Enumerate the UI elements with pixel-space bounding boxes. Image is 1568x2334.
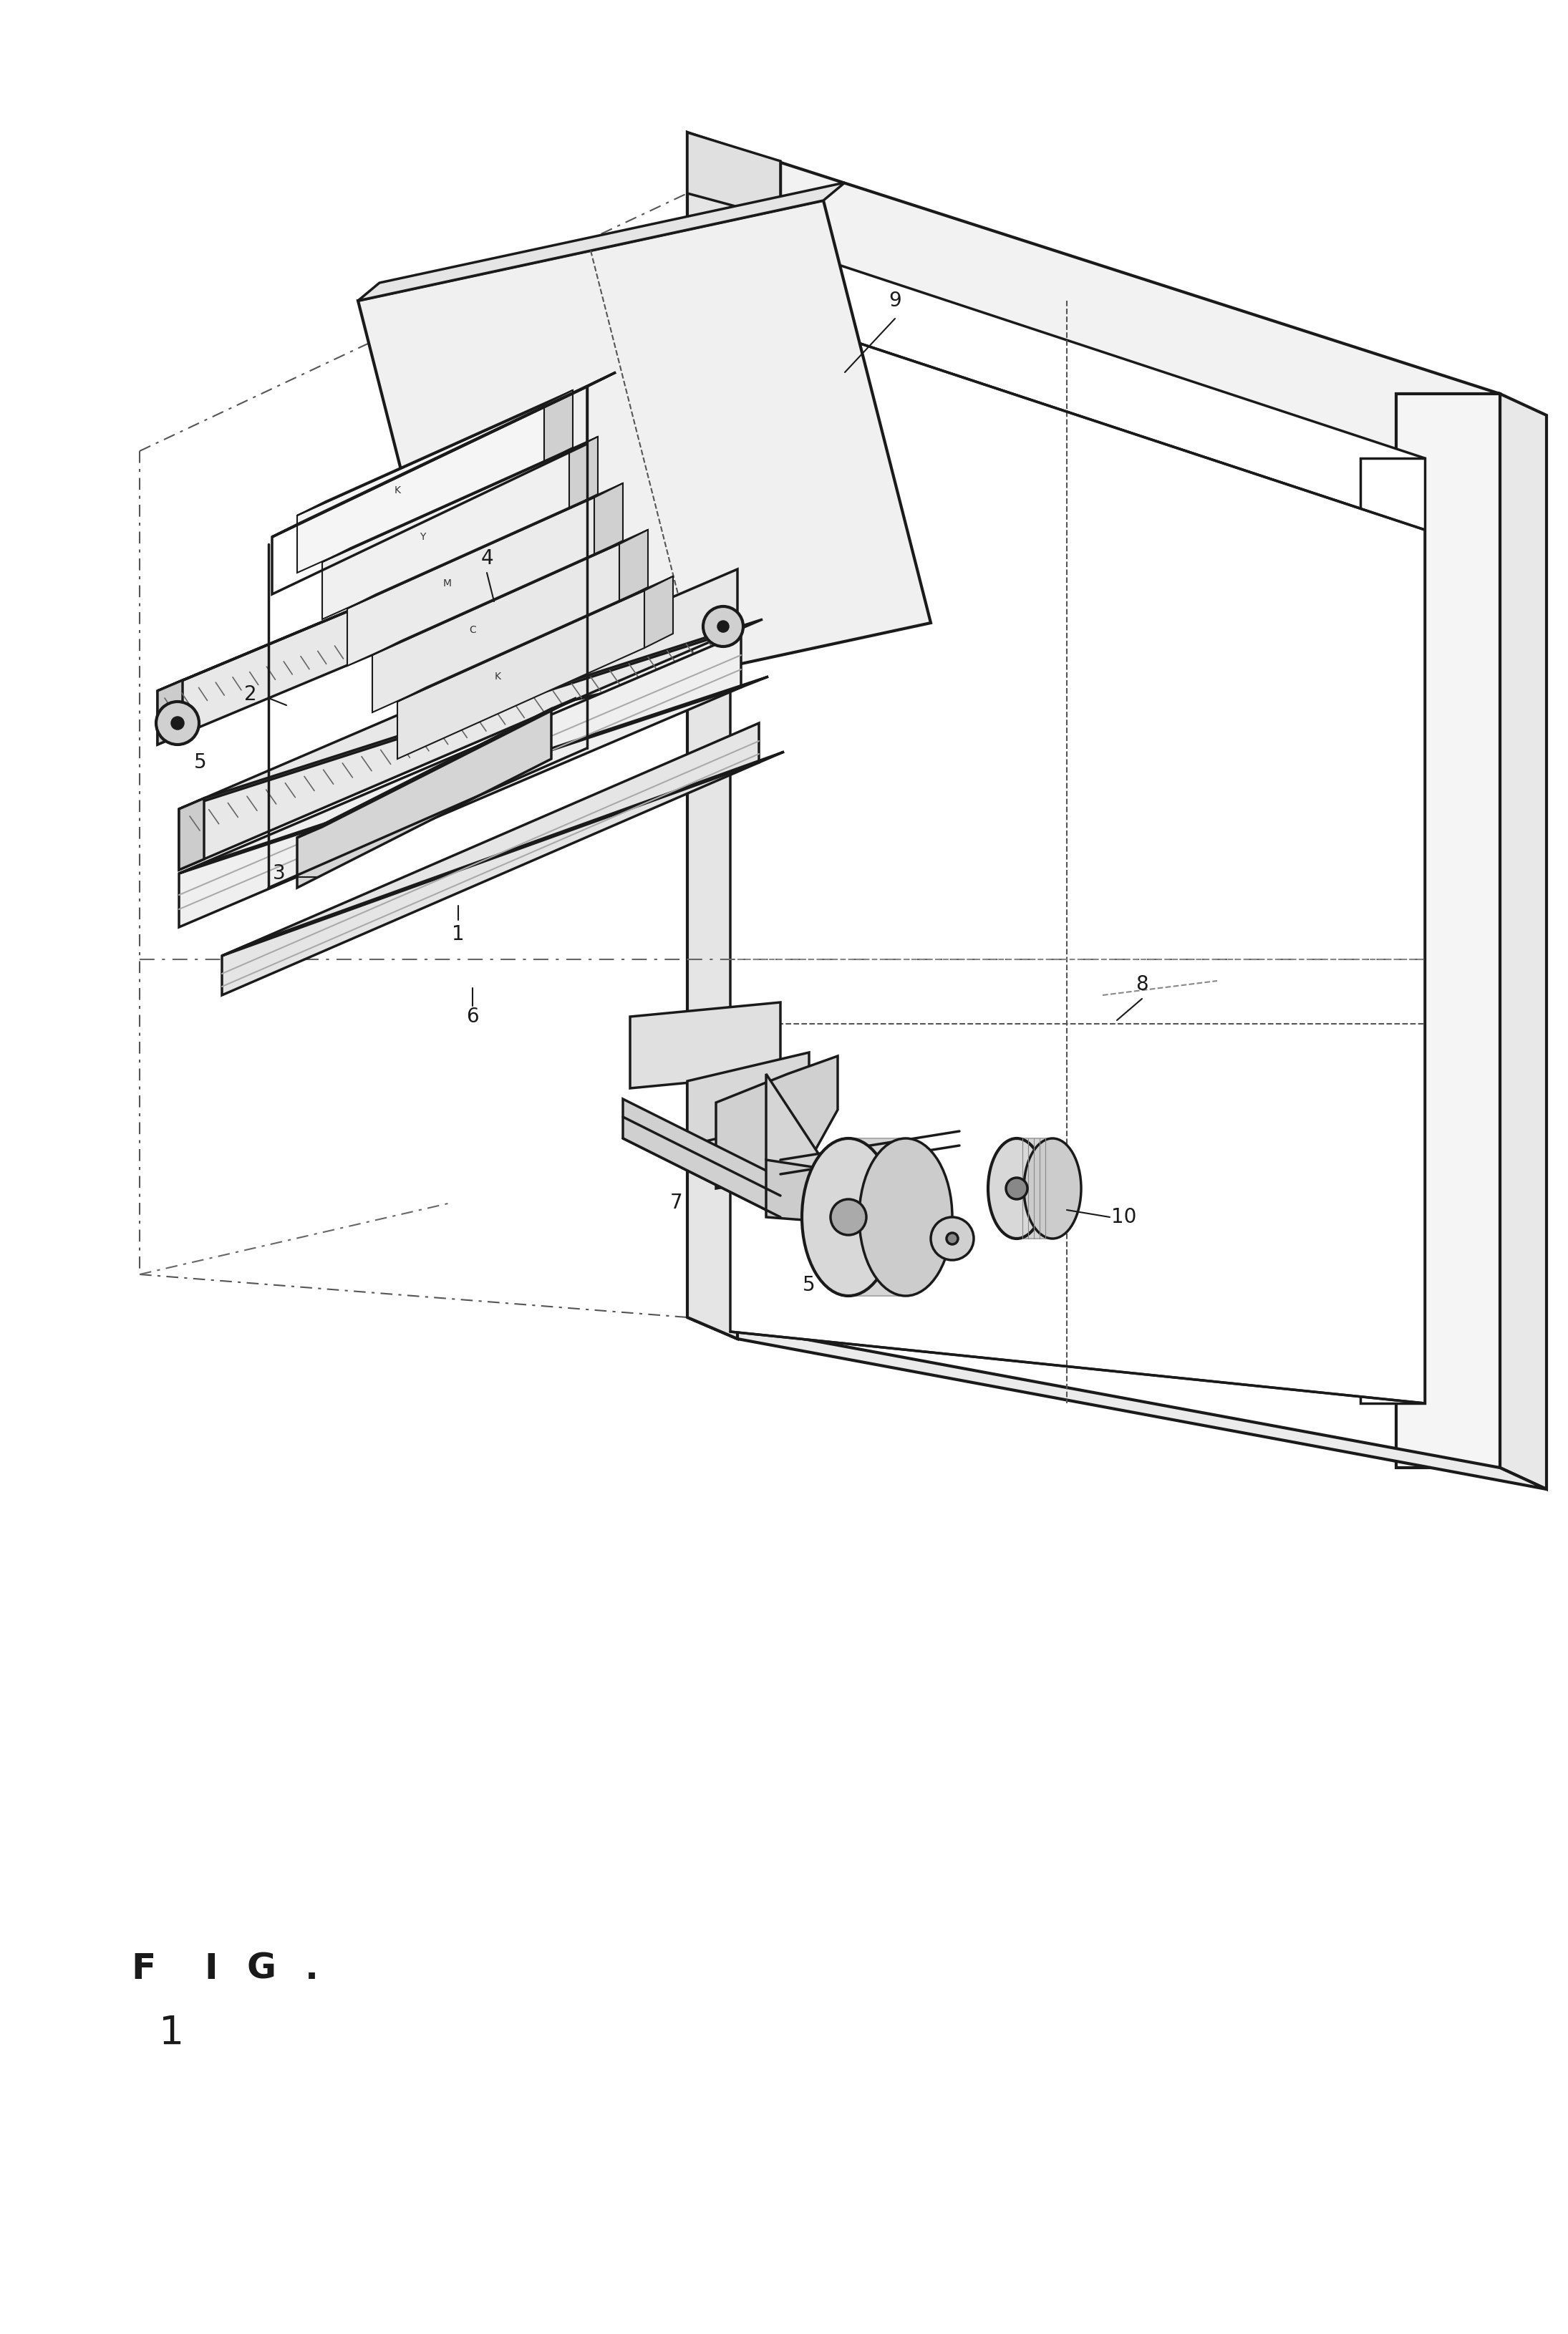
Polygon shape: [179, 798, 204, 871]
Text: F: F: [132, 1951, 155, 1986]
Text: I: I: [204, 1951, 218, 1986]
Text: .: .: [304, 1951, 318, 1986]
Ellipse shape: [859, 1139, 952, 1295]
Polygon shape: [848, 1139, 906, 1295]
Circle shape: [931, 1216, 974, 1260]
Polygon shape: [767, 1074, 842, 1274]
Text: 3: 3: [273, 864, 285, 885]
Polygon shape: [296, 404, 544, 572]
Text: 2: 2: [245, 684, 257, 705]
Polygon shape: [717, 1055, 837, 1188]
Polygon shape: [1361, 457, 1425, 1403]
Polygon shape: [179, 677, 768, 873]
Text: 5: 5: [194, 752, 207, 773]
Text: K: K: [494, 672, 500, 682]
Polygon shape: [358, 201, 931, 724]
Polygon shape: [687, 133, 1501, 488]
Circle shape: [831, 1200, 867, 1235]
Circle shape: [1007, 1179, 1027, 1200]
Polygon shape: [358, 182, 845, 301]
Circle shape: [702, 607, 743, 647]
Polygon shape: [544, 390, 572, 462]
Polygon shape: [321, 450, 569, 619]
Polygon shape: [223, 752, 784, 957]
Polygon shape: [296, 390, 572, 516]
Polygon shape: [321, 436, 597, 562]
Text: K: K: [394, 485, 400, 495]
Text: 1: 1: [452, 924, 464, 945]
Polygon shape: [372, 530, 648, 656]
Polygon shape: [397, 576, 673, 703]
Circle shape: [718, 621, 728, 633]
Polygon shape: [630, 1001, 781, 1088]
Circle shape: [157, 703, 199, 745]
Polygon shape: [687, 1053, 809, 1146]
Polygon shape: [687, 133, 737, 1340]
Polygon shape: [397, 591, 644, 759]
Text: 10: 10: [1112, 1207, 1137, 1228]
Polygon shape: [157, 509, 594, 745]
Polygon shape: [347, 497, 594, 665]
Text: 1: 1: [160, 2014, 185, 2052]
Polygon shape: [619, 530, 648, 602]
Text: 4: 4: [480, 548, 494, 569]
Polygon shape: [296, 698, 577, 838]
Polygon shape: [569, 436, 597, 509]
Polygon shape: [372, 544, 619, 712]
Polygon shape: [347, 483, 622, 609]
Polygon shape: [157, 679, 182, 745]
Ellipse shape: [988, 1139, 1046, 1239]
Polygon shape: [179, 619, 762, 810]
Polygon shape: [767, 1160, 859, 1225]
Polygon shape: [179, 633, 742, 927]
Polygon shape: [157, 497, 619, 691]
Ellipse shape: [1024, 1139, 1080, 1239]
Polygon shape: [296, 710, 552, 887]
Text: 7: 7: [670, 1193, 684, 1214]
Text: Y: Y: [419, 532, 425, 541]
Circle shape: [172, 717, 183, 728]
Text: 9: 9: [889, 292, 902, 310]
Polygon shape: [1501, 394, 1546, 1489]
Text: M: M: [444, 579, 452, 588]
Polygon shape: [1396, 394, 1501, 1468]
Polygon shape: [179, 569, 737, 871]
Polygon shape: [687, 1316, 1546, 1489]
Ellipse shape: [801, 1139, 895, 1295]
Text: 6: 6: [466, 1006, 478, 1027]
Polygon shape: [687, 133, 781, 219]
Text: G: G: [246, 1951, 276, 1986]
Polygon shape: [594, 483, 622, 555]
Polygon shape: [731, 301, 1425, 1403]
Text: 8: 8: [1135, 973, 1148, 994]
Polygon shape: [644, 576, 673, 649]
Polygon shape: [223, 724, 759, 994]
Text: C: C: [469, 626, 477, 635]
Polygon shape: [622, 1099, 781, 1216]
Text: 5: 5: [803, 1274, 815, 1295]
Polygon shape: [1016, 1139, 1052, 1239]
Polygon shape: [731, 229, 1425, 530]
Circle shape: [947, 1232, 958, 1244]
